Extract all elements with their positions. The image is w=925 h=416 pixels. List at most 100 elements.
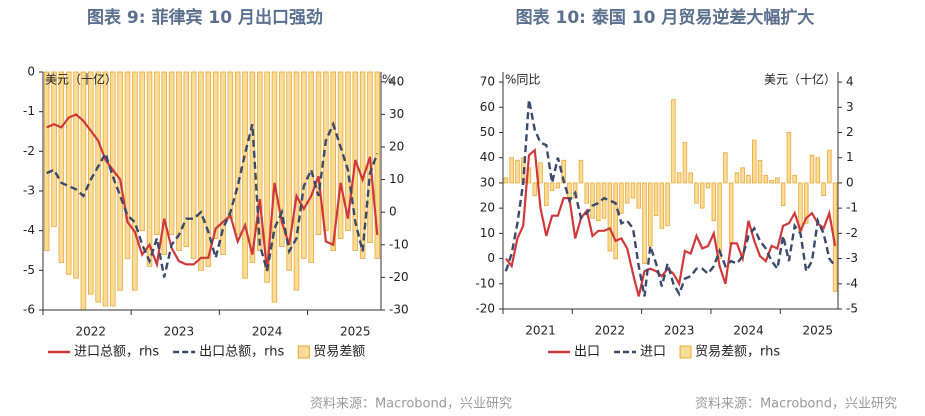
bar (676, 172, 682, 184)
bar (757, 159, 763, 184)
line (505, 147, 837, 297)
bar (803, 182, 809, 224)
y2-tick-label: -1 (846, 201, 858, 215)
legend-label: 贸易差额，rhs (695, 345, 780, 360)
bar (590, 182, 595, 219)
bar (786, 132, 792, 184)
bar (220, 71, 226, 255)
bar (161, 71, 167, 255)
bar (286, 71, 292, 271)
y2-tick-label: 10 (389, 172, 404, 186)
legend-label: 贸易差额 (313, 345, 365, 360)
bar (279, 71, 285, 247)
bar (746, 174, 751, 184)
bar (132, 71, 138, 291)
y-tick-label: 30 (480, 175, 495, 189)
bar (688, 172, 693, 184)
bar (301, 71, 307, 259)
bar (95, 71, 101, 303)
bar (257, 71, 263, 251)
bar (659, 182, 665, 229)
y-tick-label: 50 (480, 125, 495, 139)
bar (264, 71, 270, 283)
bar (665, 182, 670, 227)
chart-title: 图表 9: 菲律宾 10 月出口强劲 (87, 7, 323, 28)
bar (827, 149, 832, 184)
bar (308, 71, 314, 263)
bar (578, 159, 584, 184)
y2-axis-label: % (382, 73, 393, 87)
bar (205, 71, 212, 267)
y2-tick-label: 1 (846, 150, 854, 164)
bar (653, 182, 659, 217)
x-tick-label: 2022 (595, 324, 626, 338)
bar (596, 182, 601, 222)
bar (242, 71, 248, 279)
y2-tick-label: 30 (389, 107, 404, 121)
bar (728, 182, 734, 244)
bar (821, 182, 826, 196)
bar (549, 182, 555, 191)
source: 资料来源：Macrobond，兴业研究 (695, 397, 897, 412)
legend-label: 进口 (640, 345, 666, 360)
bar (648, 182, 653, 247)
bar (705, 182, 711, 189)
bar (65, 71, 72, 275)
bar (110, 71, 116, 307)
bar (374, 71, 381, 259)
y2-tick-label: 0 (846, 175, 854, 189)
y-axis-label: 美元（十亿） (45, 72, 117, 87)
bar (315, 71, 322, 236)
bar (212, 71, 219, 240)
bar (102, 71, 109, 307)
bar (293, 71, 300, 291)
bar (538, 162, 543, 184)
y2-tick-label: -30 (389, 303, 409, 317)
bar (198, 71, 204, 271)
y-tick-label: 40 (480, 150, 495, 164)
y-tick-label: -3 (23, 184, 35, 198)
bar (359, 71, 366, 259)
x-tick-label: 2024 (252, 325, 283, 339)
bar (624, 182, 630, 204)
bar (775, 177, 780, 184)
y2-tick-label: -10 (389, 237, 409, 251)
bar (58, 71, 65, 263)
bar (73, 71, 79, 279)
bar (88, 71, 94, 295)
bar (154, 71, 160, 236)
bar (607, 182, 613, 252)
bar (532, 182, 538, 196)
y2-tick-label: -5 (846, 302, 858, 316)
y-tick-label: 20 (480, 201, 495, 215)
x-tick-label: 2022 (75, 325, 106, 339)
y2-tick-label: 20 (389, 139, 404, 153)
bar (330, 71, 336, 251)
source: 资料来源：Macrobond，兴业研究 (310, 397, 512, 412)
bar (694, 182, 699, 204)
line (504, 99, 837, 297)
x-tick-label: 2023 (164, 325, 195, 339)
y-tick-label: -5 (23, 263, 35, 277)
bar (752, 139, 757, 184)
bar (717, 182, 722, 259)
x-tick-label: 2025 (803, 324, 834, 338)
bar (723, 152, 728, 184)
y-axis-label: %同比 (505, 73, 540, 87)
y-tick-label: -1 (23, 104, 35, 118)
bar (139, 71, 145, 232)
bar (682, 142, 688, 184)
legend-label: 出口总额，rhs (199, 345, 284, 360)
bar (345, 71, 351, 232)
y-tick-label: 60 (480, 100, 495, 114)
bar (509, 157, 514, 184)
y-tick-label: 10 (480, 226, 495, 240)
y-tick-label: 0 (487, 251, 495, 265)
y2-tick-label: -2 (846, 226, 858, 240)
legend-label: 出口 (574, 345, 600, 360)
bar (124, 71, 131, 259)
bar (544, 182, 549, 207)
bar (503, 177, 509, 184)
